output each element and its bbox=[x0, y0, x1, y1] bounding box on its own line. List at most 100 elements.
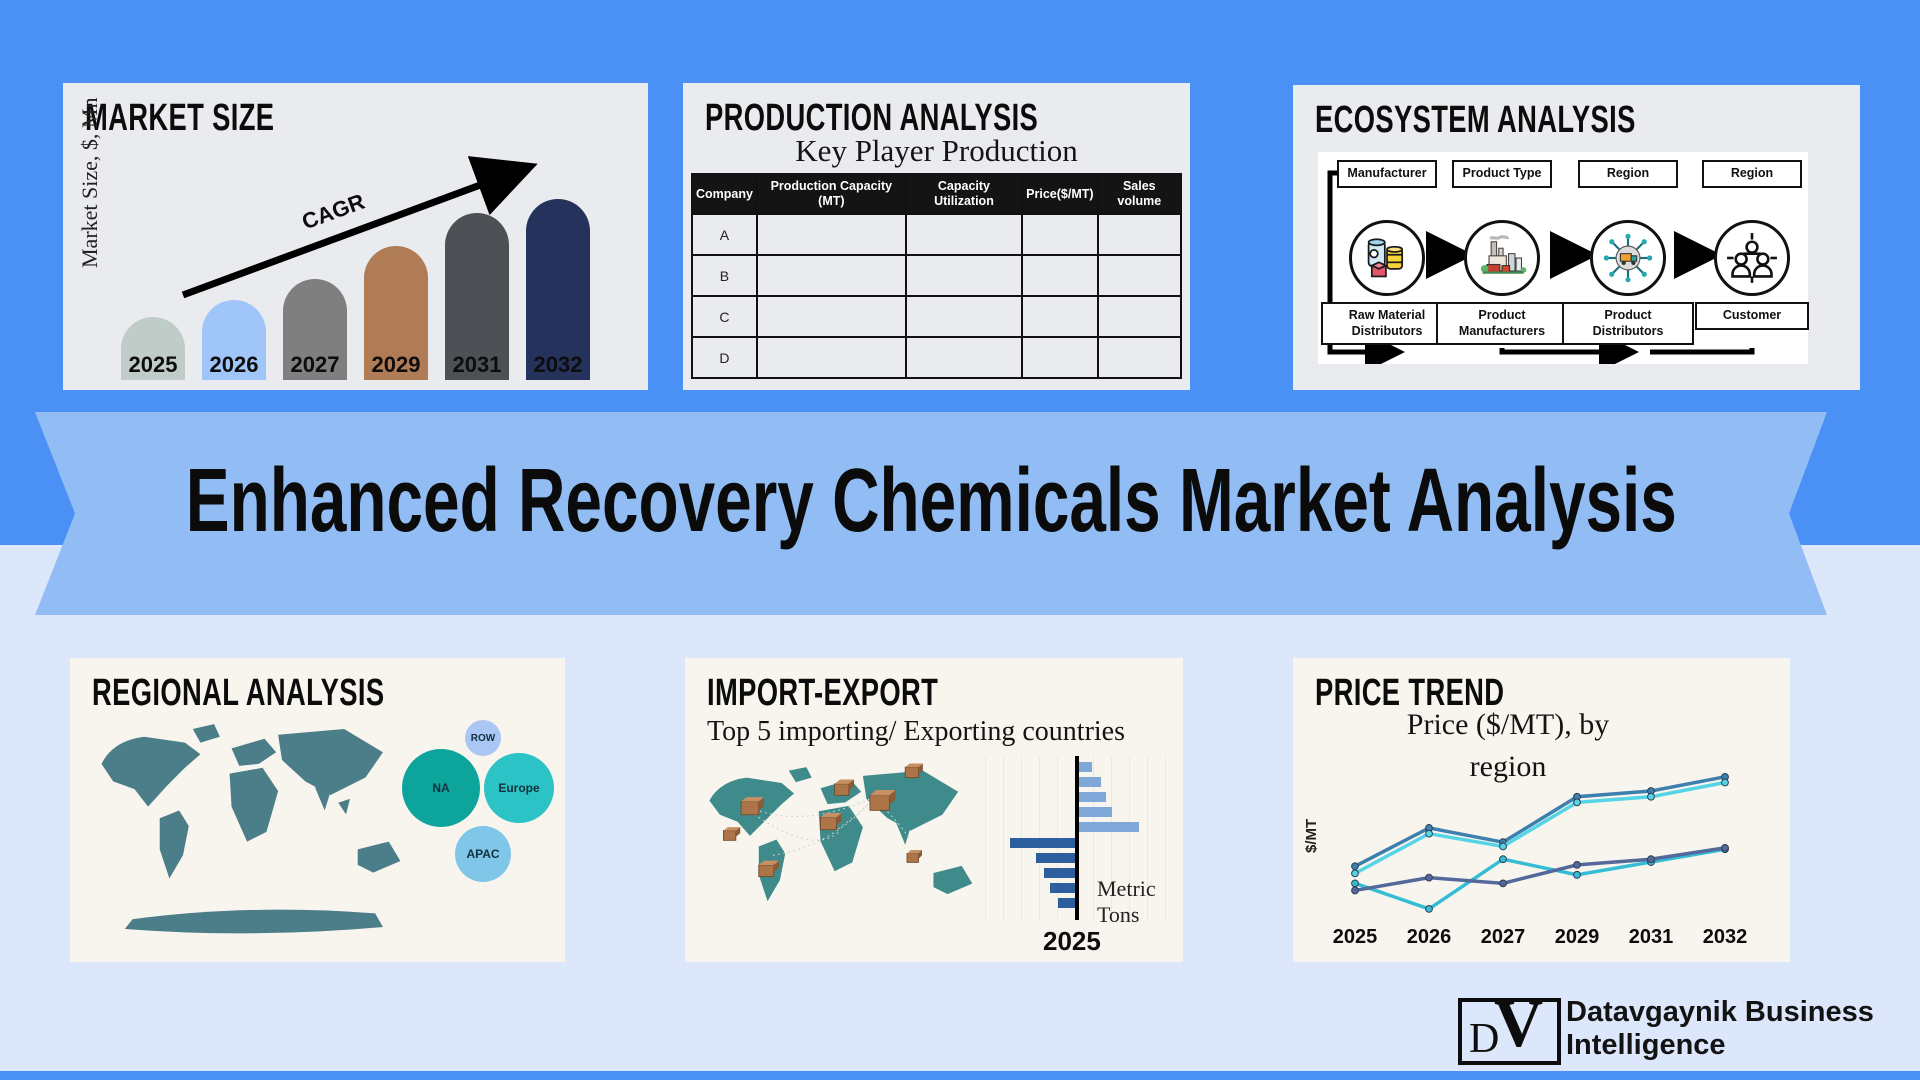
table-empty-cell bbox=[1021, 213, 1099, 256]
barrels-icon bbox=[1349, 220, 1425, 296]
table-empty-cell bbox=[904, 295, 1024, 338]
market-size-bar: 2026 bbox=[202, 300, 266, 380]
price-point bbox=[1499, 842, 1507, 851]
table-empty-cell bbox=[1021, 336, 1099, 379]
market-size-bar-chart: 2025 2026 2027 2029 2031 2032 bbox=[121, 180, 590, 380]
table-company-cell: B bbox=[691, 254, 758, 297]
price-point bbox=[1573, 798, 1581, 807]
import-bar bbox=[1058, 898, 1075, 908]
region-bubble-na: NA bbox=[402, 749, 480, 827]
table-header-cell: Price($/MT) bbox=[1021, 173, 1099, 215]
monogram-letter-v: V bbox=[1494, 985, 1544, 1061]
price-point bbox=[1573, 860, 1581, 869]
table-empty-cell bbox=[904, 254, 1024, 297]
market-size-bar: 2025 bbox=[121, 316, 185, 380]
price-trend-subtitle: Price ($/MT), by region bbox=[1353, 704, 1663, 788]
tornado-axis bbox=[1075, 756, 1079, 920]
price-point bbox=[1351, 879, 1359, 888]
table-empty-cell bbox=[1021, 295, 1099, 338]
import-export-subtitle: Top 5 importing/ Exporting countries bbox=[707, 716, 1125, 747]
production-subtitle: Key Player Production bbox=[795, 133, 1078, 168]
table-header-cell: Production Capacity (MT) bbox=[755, 173, 907, 215]
ecosystem-analysis-title: ECOSYSTEM ANALYSIS bbox=[1315, 99, 1636, 141]
bottom-blue-strip bbox=[0, 1071, 1920, 1080]
table-header-row: Company Production Capacity (MT) Capacity … bbox=[691, 173, 1183, 215]
customers-icon bbox=[1714, 220, 1790, 296]
region-bubble-europe: Europe bbox=[484, 753, 554, 823]
price-trend-x-label: 2026 bbox=[1406, 926, 1452, 948]
market-size-bar-year-label: 2027 bbox=[290, 352, 340, 377]
table-row: C bbox=[691, 295, 1183, 338]
price-trend-x-label: 2031 bbox=[1628, 926, 1674, 948]
table-empty-cell bbox=[755, 254, 907, 297]
market-size-bar-year-label: 2026 bbox=[209, 352, 259, 377]
export-bar bbox=[1079, 777, 1101, 787]
price-point bbox=[1721, 843, 1729, 852]
price-point bbox=[1351, 869, 1359, 878]
regional-analysis-panel: REGIONAL ANALYSIS NA ROW Europe APAC bbox=[70, 658, 565, 962]
table-header-cell: Sales volume bbox=[1096, 173, 1183, 215]
market-size-bar: 2032 bbox=[526, 199, 590, 380]
distribution-network-icon bbox=[1590, 220, 1666, 296]
market-size-bar-year-label: 2032 bbox=[533, 352, 583, 377]
price-point bbox=[1647, 792, 1655, 801]
price-point bbox=[1499, 879, 1507, 888]
export-bar bbox=[1079, 762, 1092, 772]
export-bar bbox=[1079, 792, 1106, 802]
ecosystem-analysis-panel: ECOSYSTEM ANALYSIS Manufacturer Raw Mater… bbox=[1293, 85, 1860, 390]
regional-analysis-title: REGIONAL ANALYSIS bbox=[92, 672, 385, 714]
table-empty-cell bbox=[1096, 254, 1183, 297]
ecosystem-role-box: Product Distributors bbox=[1562, 302, 1694, 346]
ecosystem-stage-box: Region bbox=[1578, 160, 1678, 188]
ecosystem-role-box: Raw Material Distributors bbox=[1321, 302, 1453, 346]
price-point bbox=[1499, 855, 1507, 864]
table-empty-cell bbox=[904, 336, 1024, 379]
table-empty-cell bbox=[1096, 295, 1183, 338]
market-size-bar-year-label: 2029 bbox=[371, 352, 421, 377]
import-bar bbox=[1044, 868, 1075, 878]
price-line-region-line-3 bbox=[1354, 847, 1726, 911]
key-player-production-table: Company Production Capacity (MT) Capacity … bbox=[691, 173, 1183, 379]
world-map bbox=[101, 724, 401, 934]
table-company-cell: C bbox=[691, 295, 758, 338]
production-analysis-title: PRODUCTION ANALYSIS bbox=[705, 97, 1039, 139]
table-header-cell: Company bbox=[691, 173, 758, 215]
ecosystem-role-box: Product Manufacturers bbox=[1436, 302, 1568, 346]
table-empty-cell bbox=[904, 213, 1024, 256]
market-size-panel: MARKET SIZE Market Size, $, Mn 2025 2026 2… bbox=[63, 83, 648, 390]
table-header-cell: Capacity Utilization bbox=[904, 173, 1024, 215]
region-bubble-row: ROW bbox=[465, 720, 501, 756]
market-size-title: MARKET SIZE bbox=[85, 97, 275, 139]
ecosystem-stage-box: Product Type bbox=[1452, 160, 1552, 188]
brand-name-line1: Datavgaynik Business bbox=[1566, 996, 1874, 1028]
brand-name-line2: Intelligence bbox=[1566, 1029, 1726, 1062]
trade-map bbox=[709, 763, 973, 902]
price-trend-x-label: 2025 bbox=[1332, 926, 1378, 948]
market-size-bar: 2027 bbox=[283, 278, 347, 380]
table-empty-cell bbox=[1096, 336, 1183, 379]
import-export-title: IMPORT-EXPORT bbox=[707, 672, 939, 714]
table-empty-cell bbox=[1096, 213, 1183, 256]
price-trend-line-chart bbox=[1351, 772, 1729, 913]
price-trend-title: PRICE TREND bbox=[1315, 672, 1505, 714]
ecosystem-diagram: Manufacturer Raw Material Distributors Pro… bbox=[1318, 152, 1809, 364]
price-point bbox=[1351, 886, 1359, 895]
table-empty-cell bbox=[755, 295, 907, 338]
table-row: D bbox=[691, 336, 1183, 379]
dv-monogram: D V bbox=[1458, 989, 1561, 1065]
export-bar bbox=[1079, 807, 1112, 817]
brand-name: Datavgaynik Business Intelligence bbox=[1566, 996, 1874, 1063]
price-trend-panel: PRICE TREND Price ($/MT), by region $/MT… bbox=[1293, 658, 1790, 962]
tornado-year-label: 2025 bbox=[1043, 926, 1101, 956]
ecosystem-role-box: Customer bbox=[1695, 302, 1809, 330]
market-size-bar-year-label: 2025 bbox=[128, 352, 178, 377]
table-row: B bbox=[691, 254, 1183, 297]
import-export-panel: IMPORT-EXPORT Top 5 importing/ Exporting… bbox=[685, 658, 1183, 962]
price-trend-x-label: 2029 bbox=[1554, 926, 1600, 948]
price-trend-subtitle-line2: region bbox=[1469, 750, 1547, 783]
monogram-letter-d: D bbox=[1469, 1016, 1500, 1062]
export-bar bbox=[1079, 822, 1139, 832]
price-point bbox=[1425, 873, 1433, 882]
region-bubble-apac: APAC bbox=[455, 826, 511, 882]
